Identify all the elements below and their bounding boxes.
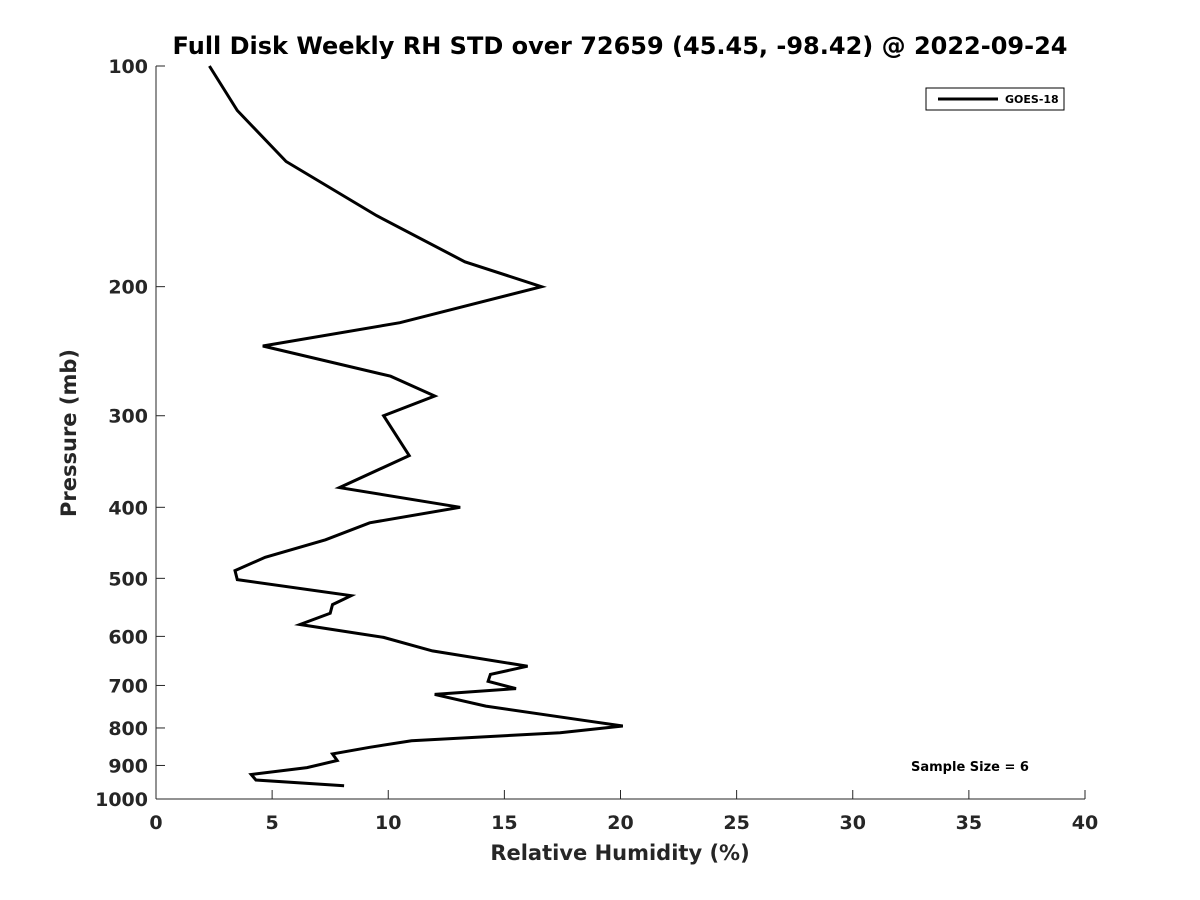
axes: 0 5 10 15 20 25 30 35 40 100 200 300 400 500 600 700 800… xyxy=(95,56,1098,834)
x-tick-label: 5 xyxy=(266,812,279,834)
y-tick-label: 1000 xyxy=(95,789,148,811)
y-tick-label: 900 xyxy=(108,755,148,777)
x-tick-label: 10 xyxy=(375,812,401,834)
x-tick-label: 25 xyxy=(723,812,749,834)
x-tick-label: 35 xyxy=(956,812,982,834)
x-tick-label: 0 xyxy=(149,812,162,834)
y-tick-label: 800 xyxy=(108,718,148,740)
x-tick-label: 30 xyxy=(840,812,866,834)
x-tick-label: 20 xyxy=(607,812,633,834)
legend-label-goes-18: GOES-18 xyxy=(1005,93,1059,106)
sample-size-annotation: Sample Size = 6 xyxy=(911,760,1029,775)
y-tick-label: 500 xyxy=(108,568,148,590)
x-tick-label: 40 xyxy=(1072,812,1098,834)
y-tick-label: 100 xyxy=(108,56,148,78)
series-group xyxy=(208,65,624,788)
x-axis-label: Relative Humidity (%) xyxy=(490,841,749,865)
x-tick-label: 15 xyxy=(491,812,517,834)
chart-title: Full Disk Weekly RH STD over 72659 (45.4… xyxy=(173,32,1068,60)
legend: GOES-18 xyxy=(925,87,1065,111)
y-tick-label: 300 xyxy=(108,406,148,428)
y-tick-label: 600 xyxy=(108,626,148,648)
y-tick-label: 700 xyxy=(108,675,148,697)
y-axis-label: Pressure (mb) xyxy=(57,349,81,517)
y-tick-label: 200 xyxy=(108,277,148,299)
series-line-goes-18 xyxy=(208,65,624,788)
y-tick-label: 400 xyxy=(108,497,148,519)
